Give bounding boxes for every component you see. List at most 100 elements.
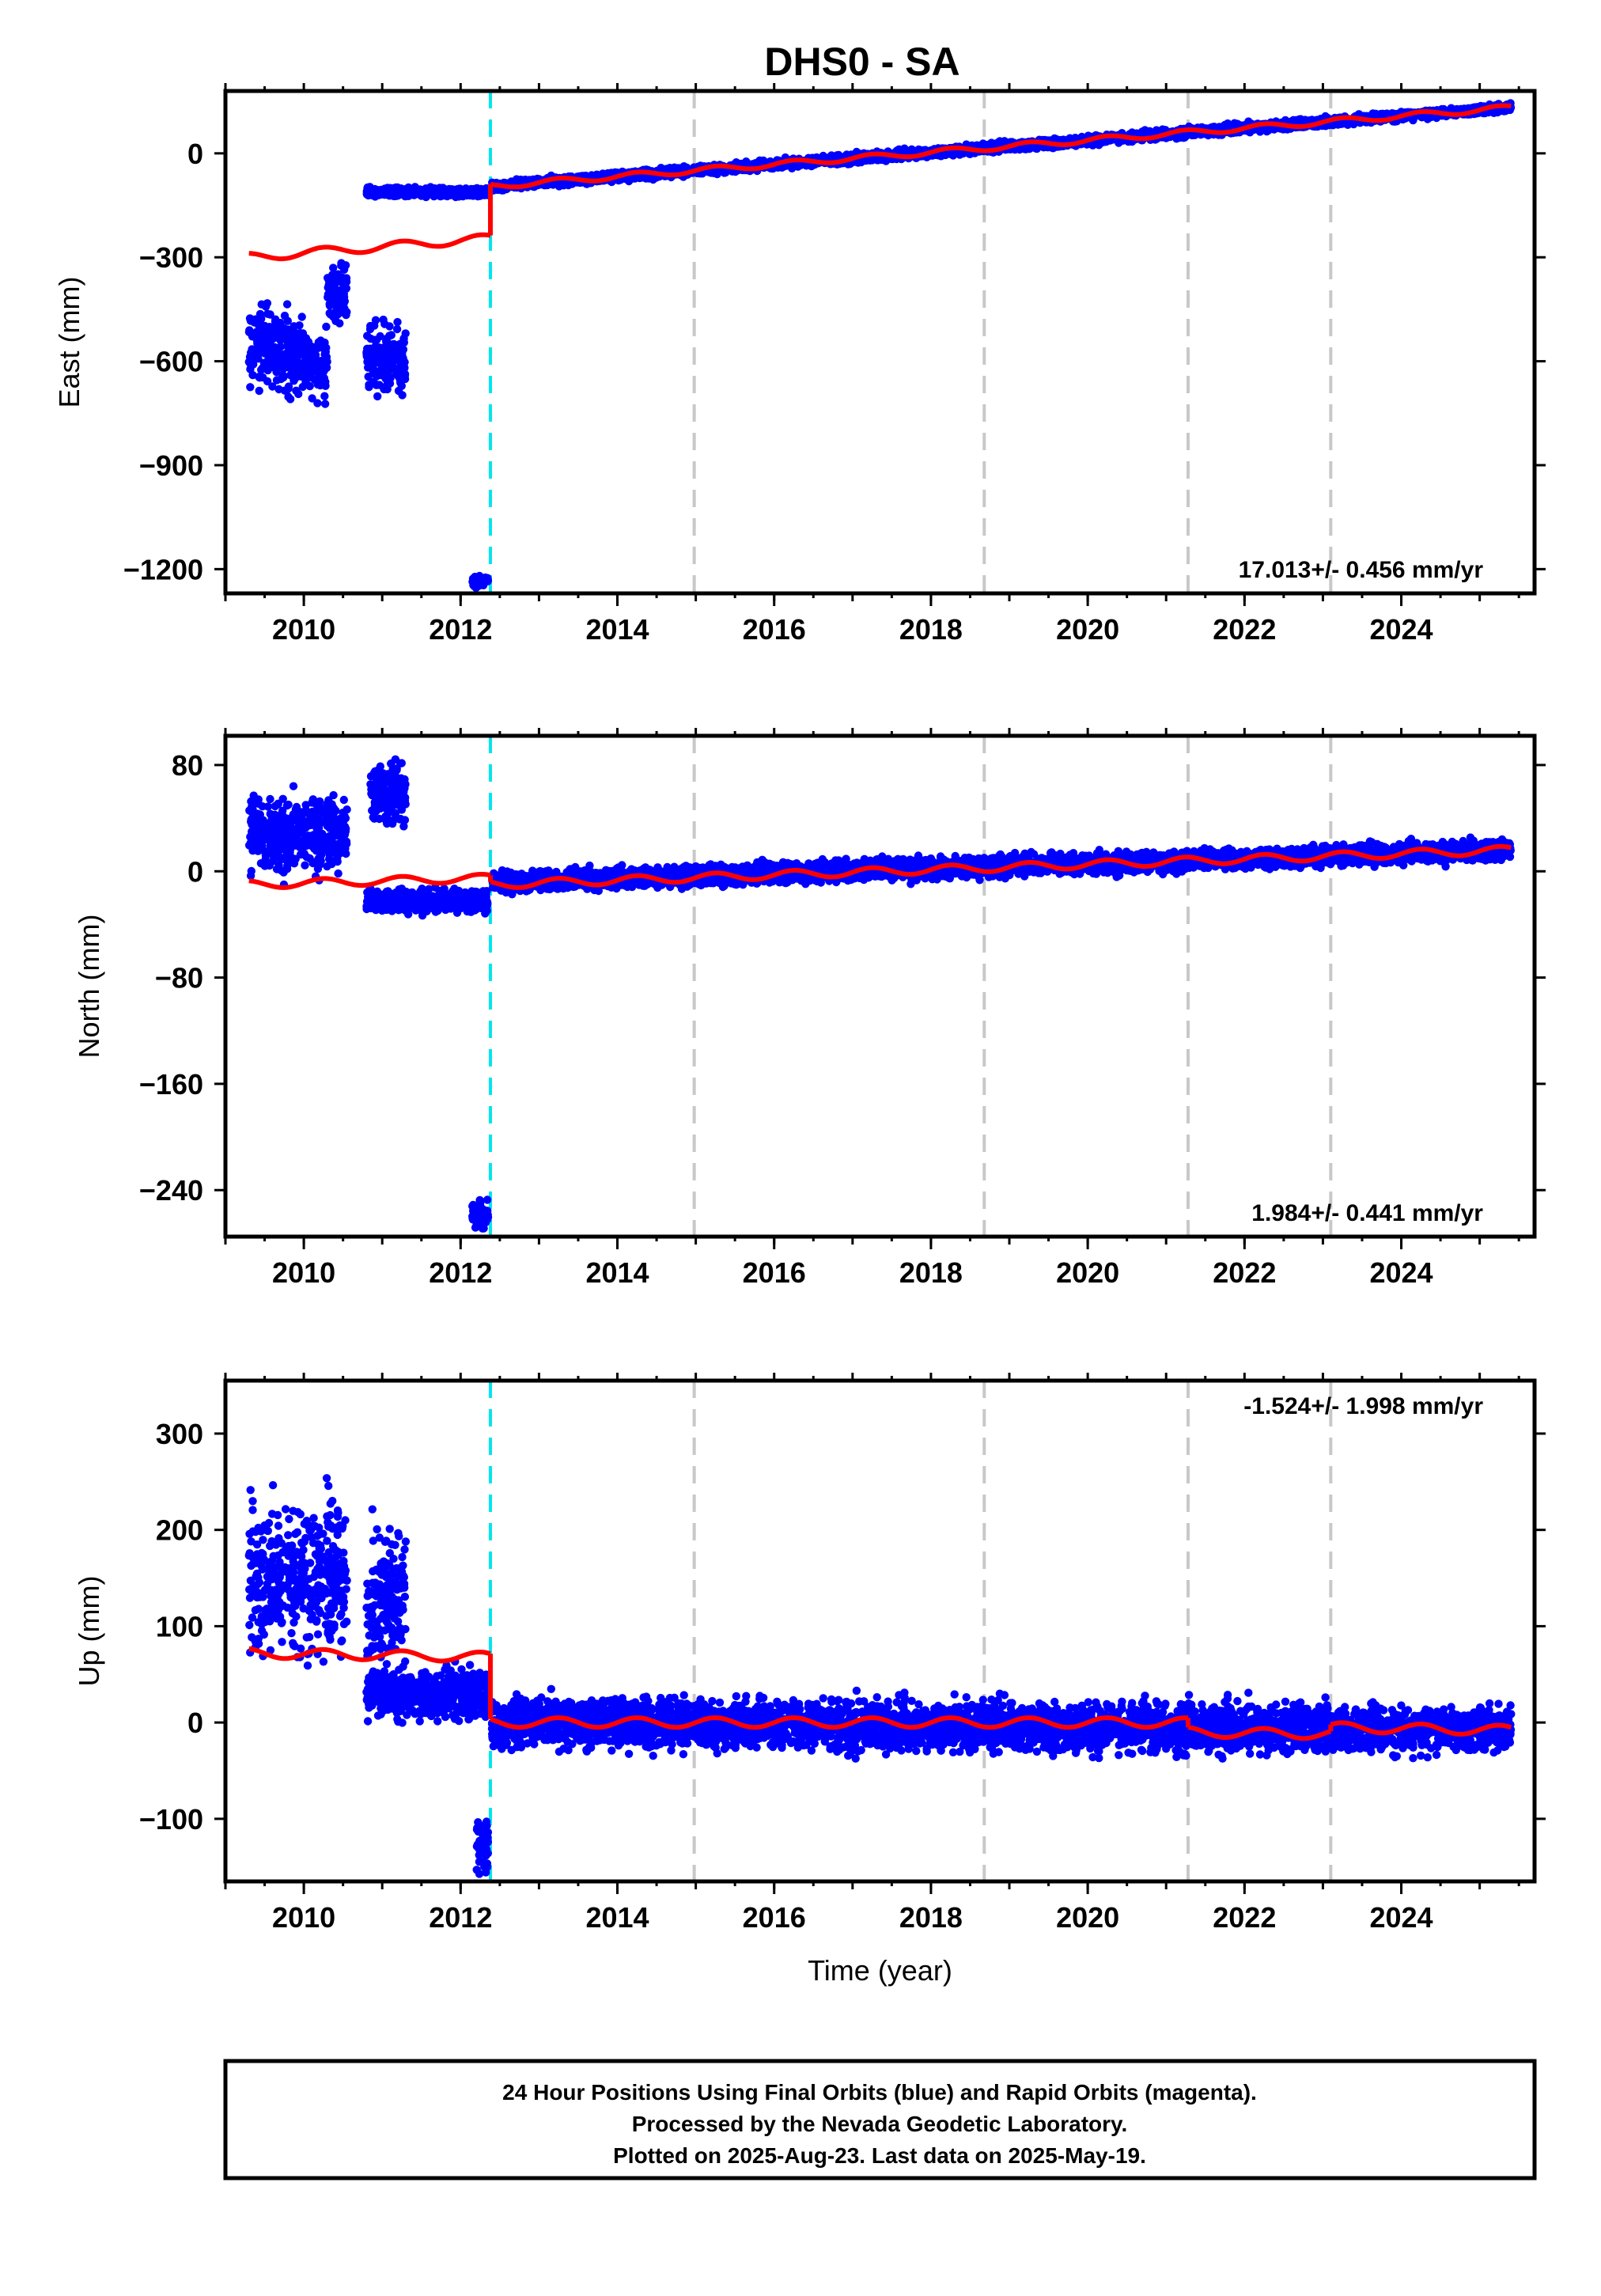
data-point: [309, 365, 318, 374]
data-point: [245, 326, 254, 335]
data-point: [301, 334, 311, 343]
data-point: [394, 347, 403, 355]
data-point: [263, 377, 272, 386]
chart-title: DHS0 - SA: [764, 40, 959, 84]
data-point: [418, 187, 426, 195]
data-point: [320, 347, 330, 356]
data-point: [284, 382, 293, 391]
data-point: [271, 320, 280, 329]
data-point: [405, 186, 414, 195]
data-point: [295, 321, 304, 330]
data-point: [255, 373, 264, 381]
data-point: [373, 392, 382, 401]
data-point: [255, 386, 263, 396]
data-point: [385, 322, 394, 331]
data-point: [293, 370, 301, 380]
data-point: [268, 382, 277, 391]
data-point: [261, 362, 270, 371]
data-point: [282, 300, 292, 309]
data-point: [471, 572, 479, 582]
data-point: [337, 259, 346, 267]
data-point: [247, 349, 256, 358]
data-point: [384, 372, 393, 381]
data-point: [397, 381, 406, 390]
data-point: [365, 362, 375, 371]
east-panel: 2010 2012 2014 2016 2018 2020 2022 20240−300−60…: [53, 83, 1546, 646]
data-point: [380, 362, 390, 372]
data-point: [365, 381, 373, 389]
data-point: [335, 288, 344, 297]
data-point: [395, 185, 403, 194]
data-point: [245, 314, 255, 323]
data-point: [297, 313, 306, 321]
data-point: [325, 288, 334, 297]
data-point: [263, 309, 272, 318]
data-point: [264, 351, 274, 360]
data-point: [335, 319, 344, 328]
data-point: [329, 263, 338, 272]
data-point: [325, 309, 334, 318]
data-point: [368, 188, 377, 197]
data-point: [475, 185, 484, 194]
data-point: [322, 322, 331, 332]
data-point: [293, 361, 302, 369]
data-point: [319, 339, 327, 347]
data-point: [393, 317, 402, 327]
data-point: [368, 345, 377, 354]
data-point: [301, 377, 310, 386]
data-point: [472, 580, 481, 589]
data-point: [290, 328, 300, 337]
data-point: [270, 343, 278, 353]
data-point: [288, 351, 297, 360]
data-point: [302, 359, 311, 368]
data-point: [374, 190, 383, 199]
data-point: [369, 369, 377, 377]
data-point: [320, 365, 329, 374]
data-point: [366, 355, 375, 364]
data-point: [294, 338, 303, 347]
data-point: [294, 389, 303, 399]
data-point: [391, 364, 399, 373]
data-point: [284, 328, 293, 337]
data-point: [320, 400, 330, 408]
data-point: [370, 321, 379, 330]
data-point: [246, 383, 255, 392]
data-point: [445, 188, 454, 197]
data-point: [309, 354, 318, 363]
data-point: [308, 394, 316, 403]
data-point: [398, 391, 407, 400]
data-point: [274, 363, 282, 372]
data-point: [381, 187, 391, 195]
data-point: [313, 399, 322, 407]
data-point: [325, 301, 335, 310]
data-point: [453, 185, 462, 194]
data-point: [392, 324, 402, 334]
data-point: [279, 373, 288, 382]
data-point: [286, 335, 294, 344]
data-point: [253, 342, 263, 350]
data-point: [318, 375, 327, 385]
data-point: [399, 366, 408, 375]
data-point: [258, 333, 267, 342]
plot-area: [244, 91, 1516, 593]
data-point: [321, 381, 330, 390]
data-point: [473, 192, 483, 201]
data-point: [387, 331, 396, 339]
data-point: [263, 299, 272, 308]
data-point: [379, 315, 388, 324]
data-point: [321, 354, 331, 362]
data-point: [396, 339, 404, 349]
data-point: [460, 189, 470, 198]
data-point: [393, 356, 403, 365]
data-point: [255, 309, 265, 319]
data-point: [338, 303, 347, 312]
data-point: [246, 365, 255, 373]
data-point: [428, 188, 437, 197]
data-point: [331, 275, 340, 284]
data-point: [260, 321, 269, 331]
data-point: [307, 343, 316, 351]
data-point: [278, 333, 286, 342]
data-point: [366, 334, 375, 343]
